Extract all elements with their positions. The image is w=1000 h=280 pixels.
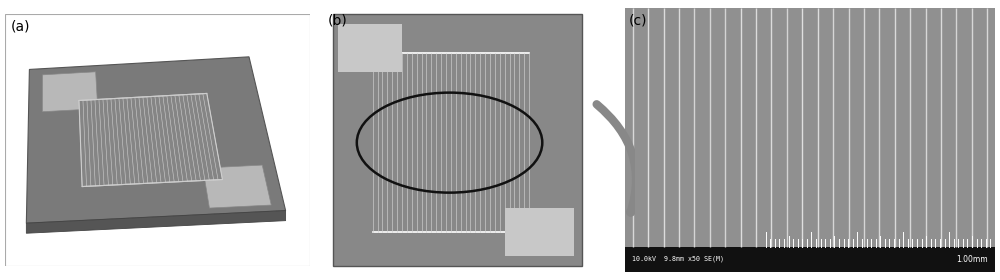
Text: (c): (c) [629, 14, 647, 28]
Bar [338, 24, 402, 72]
FancyArrowPatch shape [597, 104, 636, 213]
Polygon shape [26, 57, 286, 223]
Text: (b): (b) [328, 14, 347, 28]
Polygon shape [203, 165, 271, 208]
Bar [505, 208, 574, 256]
Polygon shape [42, 72, 98, 112]
Polygon shape [26, 211, 286, 233]
Bar [625, 247, 995, 272]
Bar [373, 53, 529, 232]
Text: (a): (a) [11, 19, 31, 33]
Text: 1.00mm: 1.00mm [956, 255, 988, 263]
Polygon shape [79, 94, 222, 186]
Text: 10.0kV  9.8mm x50 SE(M): 10.0kV 9.8mm x50 SE(M) [632, 256, 724, 262]
